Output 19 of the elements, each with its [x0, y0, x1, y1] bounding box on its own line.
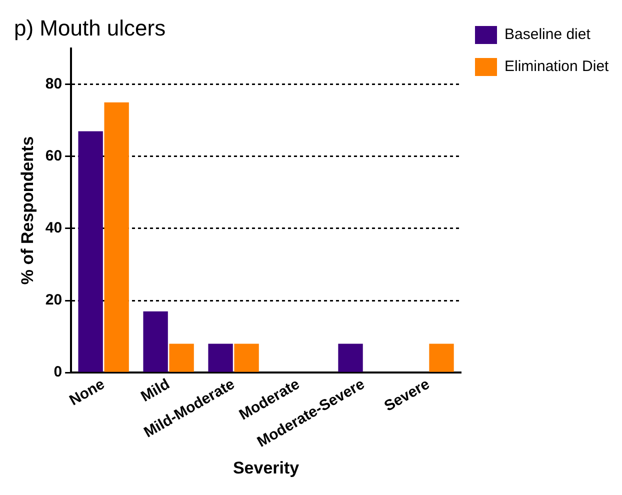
y-axis-title: % of Respondents [18, 136, 37, 285]
legend-label: Elimination Diet [504, 58, 610, 76]
bar [208, 344, 233, 372]
bar [143, 311, 168, 372]
y-tick-label: 60 [45, 148, 62, 165]
bar [234, 344, 259, 372]
bar [104, 102, 129, 372]
y-tick-label: 0 [54, 364, 62, 381]
bar [338, 344, 363, 372]
bar [169, 344, 194, 372]
x-axis-title: Severity [232, 458, 300, 478]
y-tick-label: 40 [45, 220, 62, 237]
bar [429, 344, 454, 372]
y-tick-label: 80 [45, 76, 62, 93]
chart-title: p) Mouth ulcers [14, 15, 166, 40]
legend-label: Baseline diet [504, 26, 592, 44]
y-tick-label: 20 [45, 292, 62, 309]
bar [78, 131, 103, 372]
x-tick-label: None [66, 376, 108, 410]
